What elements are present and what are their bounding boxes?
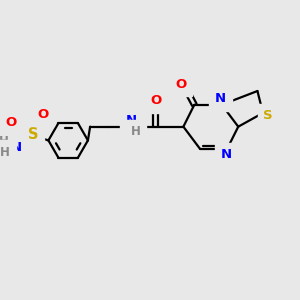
Text: H: H — [0, 135, 9, 148]
Text: S: S — [28, 128, 39, 142]
Text: O: O — [175, 78, 186, 91]
Text: H: H — [0, 146, 10, 159]
Text: O: O — [6, 116, 17, 129]
Text: N: N — [215, 92, 226, 105]
Text: S: S — [263, 109, 273, 122]
Text: O: O — [150, 94, 162, 107]
Text: N: N — [126, 114, 137, 127]
Text: N: N — [220, 148, 232, 161]
Text: O: O — [37, 108, 49, 121]
Text: N: N — [11, 141, 22, 154]
Text: H: H — [130, 125, 140, 138]
